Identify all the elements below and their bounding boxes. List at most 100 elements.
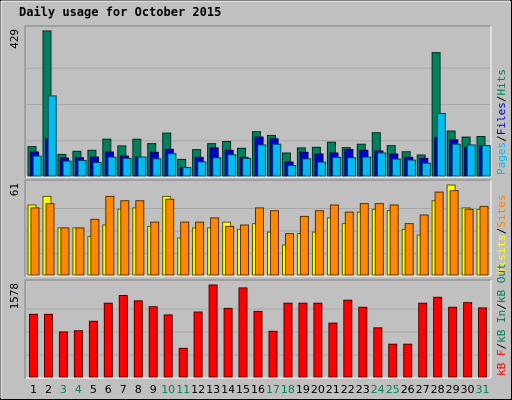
bar-kbytes-day-27	[418, 302, 428, 378]
bar-kbytes-day-16	[253, 310, 263, 378]
bar-pages-day-30	[466, 144, 476, 177]
bar-sites-day-2	[45, 203, 55, 276]
bar-pages-day-20	[317, 161, 327, 177]
bar-sites-day-11	[180, 221, 190, 276]
x-tick-label-10: 10	[161, 383, 175, 396]
bar-pages-day-24	[377, 152, 386, 177]
legend-entry: /	[495, 343, 508, 350]
bar-kbytes-day-4	[73, 330, 83, 378]
bar-sites-day-17	[270, 210, 279, 276]
x-tick-label-28: 28	[431, 383, 445, 396]
x-tick-label-14: 14	[221, 383, 235, 396]
bar-pages-day-16	[257, 144, 267, 177]
bar-pages-day-8	[137, 156, 147, 177]
legend-entry: Sites	[495, 195, 508, 228]
bar-sites-day-29	[449, 190, 459, 276]
bar-sites-day-14	[225, 225, 235, 276]
bar-sites-day-19	[299, 215, 309, 276]
legend-entry: /	[495, 303, 508, 310]
x-axis-labels: 1 2 3 4 5 6 7 8 9 10 11 12 13 14 15 16 17 18 19 20 21 22 23 24 2…	[30, 383, 490, 396]
x-tick-label-17: 17	[266, 383, 280, 396]
bar-pages-day-2	[47, 95, 57, 177]
bar-kbytes-day-24	[373, 327, 383, 378]
bar-pages-day-19	[302, 158, 312, 177]
bar-sites-day-30	[464, 208, 474, 276]
bar-kbytes-day-9	[148, 306, 158, 378]
bar-sites-day-21	[329, 204, 339, 276]
bar-pages-day-1	[32, 155, 42, 177]
x-tick-label-12: 12	[191, 383, 205, 396]
x-tick-label-4: 4	[75, 383, 82, 396]
x-tick-label-25: 25	[386, 383, 400, 396]
bar-sites-day-15	[240, 224, 249, 276]
x-tick-label-11: 11	[176, 383, 190, 396]
bar-kbytes-day-26	[403, 343, 413, 378]
x-tick-label-22: 22	[341, 383, 355, 396]
legend-entry: kB F	[495, 350, 508, 377]
legend-top: Pages/Files/Hits	[495, 69, 508, 175]
bar-kbytes-day-17	[268, 330, 278, 378]
bar-kbytes-day-5	[88, 320, 98, 378]
x-tick-label-23: 23	[356, 383, 370, 396]
chart-panels: 429Pages/Files/Hits61Visits/Sites1578kB …	[8, 25, 508, 379]
bar-pages-day-4	[77, 160, 87, 177]
x-tick-label-15: 15	[236, 383, 250, 396]
bar-sites-day-12	[195, 221, 205, 276]
y-max-label: 429	[8, 29, 21, 49]
legend-entry: Hits	[495, 69, 508, 96]
bar-sites-day-6	[105, 195, 115, 276]
bar-sites-day-3	[60, 227, 70, 276]
bar-sites-day-9	[150, 221, 160, 276]
x-tick-label-18: 18	[281, 383, 295, 396]
legend-entry: /	[495, 228, 508, 235]
x-tick-label-9: 9	[150, 383, 157, 396]
bar-sites-day-20	[314, 210, 324, 276]
legend-entry: /	[495, 135, 508, 142]
panel-bottom: 1578 kB F/kB In/kB Out	[8, 263, 508, 379]
bar-kbytes-day-23	[358, 306, 368, 378]
bar-kbytes-day-15	[238, 287, 248, 378]
bar-kbytes-day-14	[223, 307, 233, 378]
bar-sites-day-18	[285, 233, 294, 276]
bar-sites-day-16	[255, 207, 264, 276]
bar-kbytes-day-20	[313, 302, 323, 378]
x-tick-label-26: 26	[401, 383, 415, 396]
bar-sites-day-26	[404, 223, 414, 276]
x-tick-label-2: 2	[45, 383, 52, 396]
bar-sites-day-7	[120, 200, 130, 276]
bar-sites-day-22	[344, 211, 354, 276]
x-tick-label-21: 21	[326, 383, 340, 396]
bar-pages-day-23	[362, 156, 371, 177]
bar-sites-day-1	[30, 207, 40, 276]
bar-kbytes-day-8	[133, 300, 143, 378]
x-tick-label-5: 5	[90, 383, 97, 396]
bar-kbytes-day-1	[29, 313, 38, 378]
bar-sites-day-23	[359, 203, 369, 276]
bar-kbytes-day-10	[163, 314, 173, 378]
bar-sites-day-8	[135, 200, 145, 276]
bar-pages-day-5	[92, 162, 102, 177]
bar-kbytes-day-18	[283, 302, 293, 378]
chart-title: Daily usage for October 2015	[19, 5, 221, 19]
bar-kbytes-day-30	[463, 302, 473, 378]
bar-sites-day-5	[90, 218, 100, 276]
bar-kbytes-day-13	[208, 284, 218, 378]
y-max-label: 1578	[8, 283, 21, 310]
bar-kbytes-day-6	[103, 302, 113, 378]
legend-entry: kB In	[495, 310, 508, 343]
bar-kbytes-day-22	[343, 299, 353, 378]
bar-pages-day-9	[152, 158, 162, 177]
bar-pages-day-22	[347, 157, 356, 177]
panel-middle: 61 Visits/Sites	[8, 179, 508, 277]
bar-sites-day-13	[210, 217, 220, 276]
bar-kbytes-day-2	[44, 313, 53, 378]
bar-sites-day-25	[389, 204, 399, 276]
legend-bottom: kB F/kB In/kB Out	[495, 263, 508, 376]
bar-pages-day-21	[332, 156, 342, 177]
bar-pages-day-26	[406, 159, 416, 177]
bar-kbytes-day-19	[298, 302, 308, 378]
bar-sites-day-28	[434, 191, 444, 276]
